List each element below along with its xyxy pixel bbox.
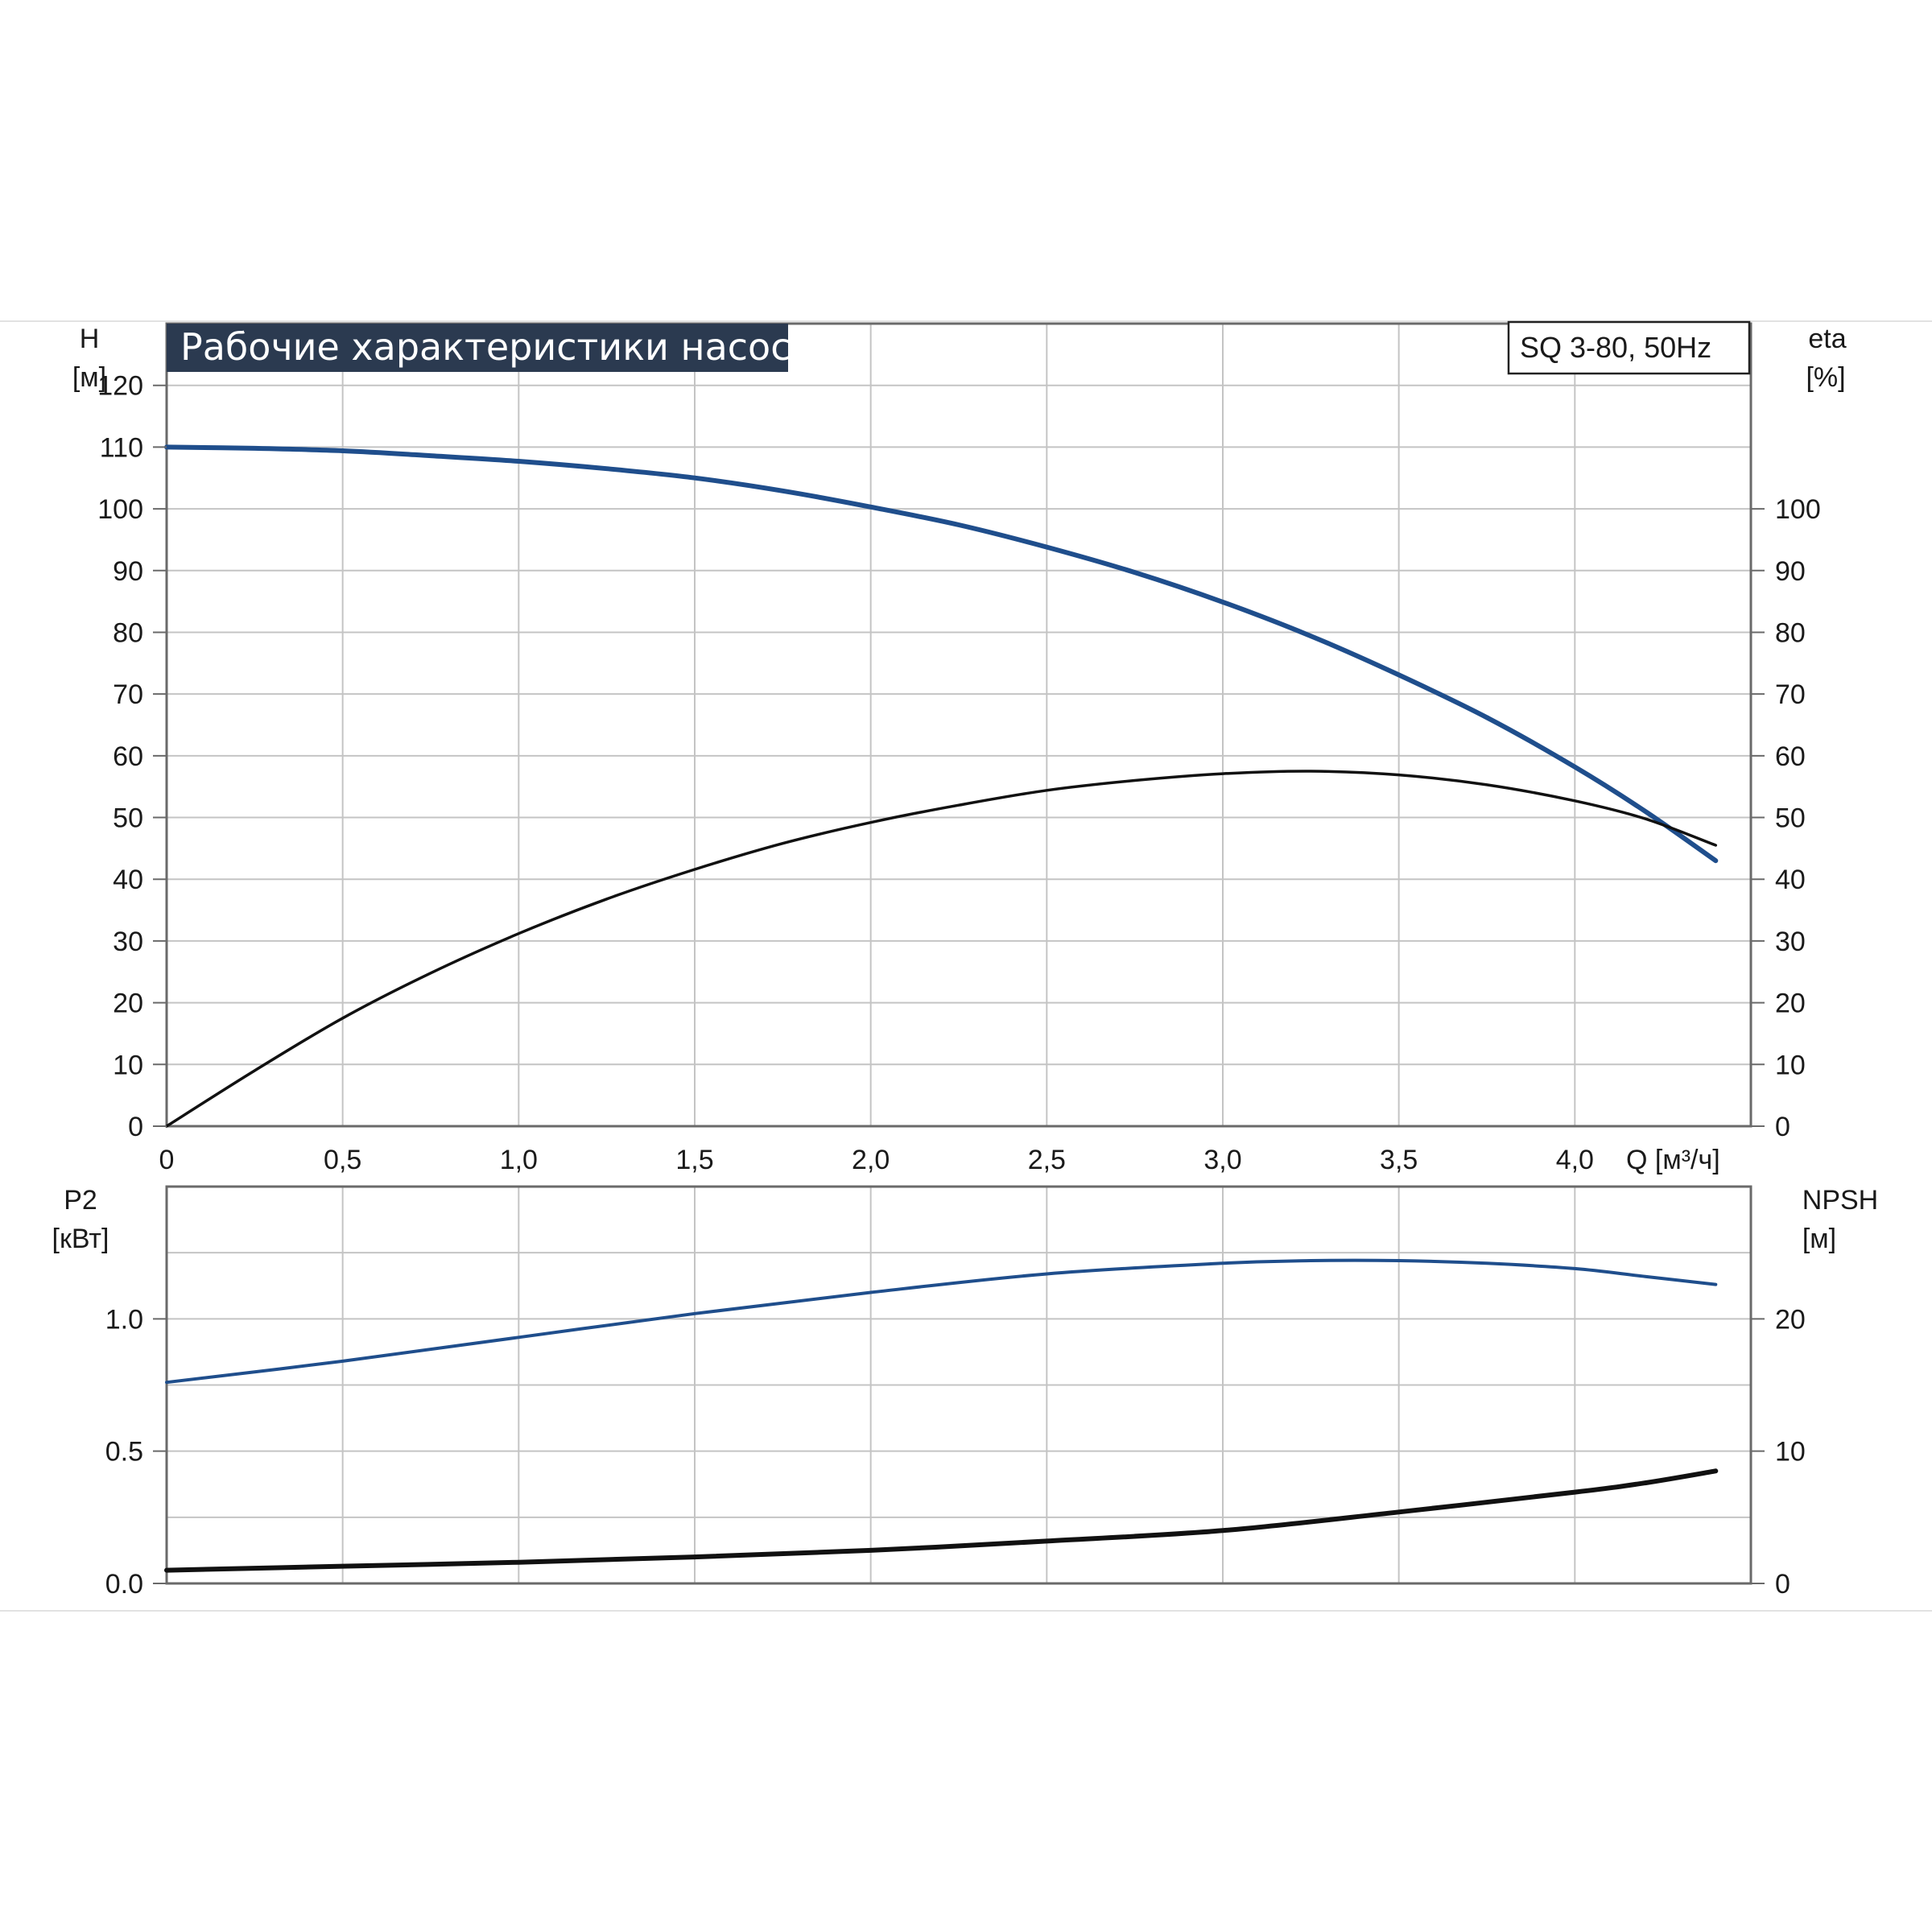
- bottom-plot-grid: [167, 1187, 1751, 1583]
- efficiency-curve-line: [165, 770, 1718, 1128]
- top-plot-grid: [167, 323, 1751, 1126]
- eta-tick-label: 90: [1775, 556, 1806, 587]
- h-tick-label: 50: [113, 803, 143, 834]
- h-axis-unit: [м]: [72, 362, 106, 393]
- npsh-tick-label: 20: [1775, 1304, 1806, 1335]
- q-tick-label: 3,0: [1203, 1145, 1241, 1175]
- eta-tick-label: 80: [1775, 617, 1806, 648]
- npsh-tick-label: 0: [1775, 1569, 1790, 1600]
- h-axis-label: H: [80, 324, 100, 354]
- q-tick-label: 0,5: [324, 1145, 361, 1175]
- npsh-axis-unit: [м]: [1802, 1224, 1836, 1254]
- q-tick-label: 3,5: [1380, 1145, 1418, 1175]
- model-label-box: [1507, 320, 1751, 375]
- eta-tick-label: 10: [1775, 1050, 1806, 1080]
- eta-tick-label: 20: [1775, 989, 1806, 1019]
- h-tick-label: 100: [97, 494, 143, 525]
- top-plot-frame: [165, 322, 1752, 1128]
- h-tick-label: 110: [100, 432, 143, 463]
- q-tick-label: 2,0: [852, 1145, 890, 1175]
- eta-tick-label: 0: [1775, 1112, 1790, 1142]
- bottom-plot-frame: [165, 1185, 1752, 1585]
- eta-axis-ticks: 0 10 20 30 40 50 60 70 80 90 100: [1751, 494, 1821, 1142]
- q-tick-label: 2,5: [1028, 1145, 1066, 1175]
- p2-axis-ticks: 0.0 0.5 1.0: [105, 1304, 167, 1600]
- eta-tick-label: 50: [1775, 803, 1806, 834]
- q-tick-label: 1,0: [500, 1145, 538, 1175]
- eta-tick-label: 70: [1775, 679, 1806, 710]
- h-tick-label: 120: [97, 371, 143, 402]
- h-tick-label: 40: [113, 865, 143, 895]
- h-tick-label: 30: [113, 927, 143, 957]
- npsh-tick-label: 10: [1775, 1437, 1806, 1468]
- eta-tick-label: 60: [1775, 741, 1806, 772]
- eta-axis-label: eta: [1808, 324, 1846, 354]
- npsh-axis-label: NPSH: [1802, 1185, 1878, 1216]
- q-tick-label: 0: [159, 1145, 175, 1175]
- q-axis-label: Q [м³/ч]: [1626, 1145, 1720, 1175]
- h-axis-ticks: 0 10 20 30 40 50 60 70 80 90 100 110 120: [97, 371, 167, 1142]
- p2-tick-label: 1.0: [105, 1304, 143, 1335]
- h-tick-label: 60: [113, 741, 143, 772]
- h-tick-label: 90: [113, 556, 143, 587]
- eta-axis-unit: [%]: [1806, 362, 1845, 393]
- q-axis-ticks: 0 0,5 1,0 1,5 2,0 2,5 3,0 3,5 4,0: [159, 1145, 1594, 1175]
- head-curve-line: [164, 444, 1719, 864]
- h-tick-label: 10: [113, 1050, 143, 1080]
- p2-tick-label: 0.5: [105, 1437, 143, 1468]
- q-tick-label: 4,0: [1556, 1145, 1594, 1175]
- p2-tick-label: 0.0: [105, 1569, 143, 1600]
- bottom-plot-series: [164, 1258, 1719, 1573]
- eta-tick-label: 30: [1775, 927, 1806, 957]
- p2-axis-unit: [кВт]: [52, 1224, 109, 1254]
- h-tick-label: 80: [113, 617, 143, 648]
- top-plot-series: [164, 444, 1719, 1128]
- npsh-axis-ticks: 0 10 20: [1751, 1304, 1806, 1600]
- power-curve-line: [165, 1258, 1718, 1385]
- h-tick-label: 20: [113, 989, 143, 1019]
- h-tick-label: 70: [113, 679, 143, 710]
- chart-title: Рабочие характеристики насоса: [180, 325, 814, 369]
- q-tick-label: 1,5: [675, 1145, 713, 1175]
- eta-tick-label: 40: [1775, 865, 1806, 895]
- eta-tick-label: 100: [1775, 494, 1821, 525]
- chart-title-banner: [167, 324, 788, 372]
- p2-axis-label: P2: [64, 1185, 97, 1216]
- model-label: SQ 3-80, 50Hz: [1520, 331, 1711, 364]
- npsh-curve-line: [164, 1468, 1719, 1573]
- h-tick-label: 0: [128, 1112, 143, 1142]
